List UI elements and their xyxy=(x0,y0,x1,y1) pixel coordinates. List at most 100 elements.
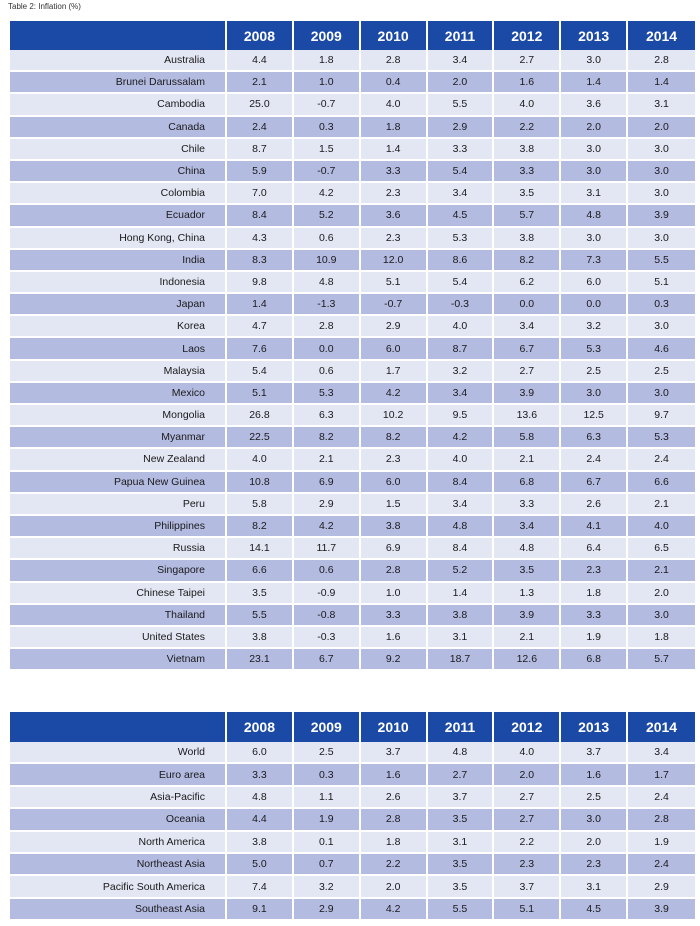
value-cell: 3.8 xyxy=(427,604,495,627)
row-label: Northeast Asia xyxy=(10,853,228,877)
row-label: Chile xyxy=(10,138,228,161)
table-row: Ecuador 8.4 5.2 3.6 4.5 5.7 4.8 3.9 xyxy=(10,205,695,228)
table-row: Japan 1.4 -1.3 -0.7 -0.3 0.0 0.0 0.3 xyxy=(10,294,695,317)
value-cell: 2.7 xyxy=(494,809,562,832)
value-cell: 26.8 xyxy=(227,405,294,428)
value-cell: 3.9 xyxy=(494,604,562,627)
value-cell: 7.0 xyxy=(227,183,294,206)
value-cell: 0.6 xyxy=(293,560,361,583)
row-label: Canada xyxy=(10,116,228,139)
value-cell: 5.4 xyxy=(427,271,495,295)
value-cell: 3.0 xyxy=(561,138,629,161)
table-row: Laos 7.6 0.0 6.0 8.7 6.7 5.3 4.6 xyxy=(10,338,695,361)
value-cell: 2.0 xyxy=(628,582,695,605)
value-cell: 3.6 xyxy=(561,94,629,117)
table-row: United States 3.8 -0.3 1.6 3.1 2.1 1.9 1.8 xyxy=(10,626,695,650)
value-cell: 2.2 xyxy=(494,831,562,854)
value-cell: 4.1 xyxy=(561,515,629,539)
value-cell: 6.0 xyxy=(227,742,294,765)
table-row: Mongolia 26.8 6.3 10.2 9.5 13.6 12.5 9.7 xyxy=(10,405,695,428)
value-cell: 3.3 xyxy=(360,604,428,627)
value-cell: 0.0 xyxy=(494,294,562,317)
value-cell: 5.8 xyxy=(227,493,294,516)
value-cell: 6.3 xyxy=(293,405,361,428)
table-row: Myanmar 22.5 8.2 8.2 4.2 5.8 6.3 5.3 xyxy=(10,427,695,450)
value-cell: 23.1 xyxy=(227,649,294,672)
value-cell: 4.2 xyxy=(293,515,361,539)
value-cell: 8.2 xyxy=(494,249,562,272)
value-cell: 3.3 xyxy=(360,160,428,184)
year-header: 2014 xyxy=(628,712,695,742)
value-cell: 2.0 xyxy=(427,72,495,95)
value-cell: 25.0 xyxy=(227,94,294,117)
row-label: Oceania xyxy=(10,809,228,832)
value-cell: -0.7 xyxy=(293,160,361,184)
row-label: North America xyxy=(10,831,228,854)
value-cell: 1.4 xyxy=(360,138,428,161)
value-cell: 5.5 xyxy=(628,249,695,272)
value-cell: 2.5 xyxy=(561,786,629,810)
value-cell: 7.4 xyxy=(227,876,294,899)
table-row: North America 3.8 0.1 1.8 3.1 2.2 2.0 1.9 xyxy=(10,831,695,854)
value-cell: 6.7 xyxy=(494,338,562,361)
value-cell: 5.2 xyxy=(293,205,361,228)
value-cell: 2.7 xyxy=(494,360,562,383)
value-cell: 4.0 xyxy=(494,742,562,765)
value-cell: 9.7 xyxy=(628,405,695,428)
value-cell: 2.3 xyxy=(561,560,629,583)
value-cell: 2.8 xyxy=(293,316,361,339)
value-cell: 5.5 xyxy=(427,94,495,117)
value-cell: 2.1 xyxy=(494,449,562,472)
row-label: New Zealand xyxy=(10,449,228,472)
value-cell: 4.2 xyxy=(360,898,428,922)
value-cell: 5.5 xyxy=(427,898,495,922)
value-cell: 1.8 xyxy=(293,50,361,73)
value-cell: 2.1 xyxy=(293,449,361,472)
value-cell: 1.7 xyxy=(360,360,428,383)
regions-body: World 6.0 2.5 3.7 4.8 4.0 3.7 3.4 Euro area 3.3 0.… xyxy=(10,742,695,922)
value-cell: 3.0 xyxy=(561,160,629,184)
value-cell: 10.2 xyxy=(360,405,428,428)
value-cell: 2.6 xyxy=(360,786,428,810)
value-cell: 1.4 xyxy=(628,72,695,95)
year-header: 2012 xyxy=(494,21,562,50)
table-row: Pacific South America 7.4 3.2 2.0 3.5 3.7 3.1 2… xyxy=(10,876,695,899)
value-cell: 1.6 xyxy=(561,764,629,787)
value-cell: -0.8 xyxy=(293,604,361,627)
value-cell: 1.6 xyxy=(360,626,428,650)
value-cell: 6.0 xyxy=(360,338,428,361)
table-row: India 8.3 10.9 12.0 8.6 8.2 7.3 5.5 xyxy=(10,249,695,272)
value-cell: 3.8 xyxy=(227,626,294,650)
value-cell: 3.0 xyxy=(628,183,695,206)
value-cell: 18.7 xyxy=(427,649,495,672)
value-cell: 3.0 xyxy=(561,382,629,405)
row-label: Australia xyxy=(10,50,228,73)
value-cell: 2.4 xyxy=(561,449,629,472)
value-cell: 3.4 xyxy=(427,183,495,206)
value-cell: 4.0 xyxy=(427,449,495,472)
value-cell: 4.8 xyxy=(427,515,495,539)
value-cell: 6.0 xyxy=(561,271,629,295)
value-cell: 2.9 xyxy=(628,876,695,899)
value-cell: 3.2 xyxy=(561,316,629,339)
value-cell: 2.3 xyxy=(561,853,629,877)
table-row: Russia 14.1 11.7 6.9 8.4 4.8 6.4 6.5 xyxy=(10,538,695,561)
row-label: India xyxy=(10,249,228,272)
table-row: Indonesia 9.8 4.8 5.1 5.4 6.2 6.0 5.1 xyxy=(10,271,695,295)
value-cell: 3.0 xyxy=(628,604,695,627)
value-cell: 3.1 xyxy=(427,831,495,854)
value-cell: 0.7 xyxy=(293,853,361,877)
value-cell: 2.1 xyxy=(628,560,695,583)
value-cell: 8.4 xyxy=(427,538,495,561)
row-label: Mongolia xyxy=(10,405,228,428)
value-cell: 1.9 xyxy=(561,626,629,650)
year-header: 2011 xyxy=(427,21,495,50)
value-cell: 1.8 xyxy=(561,582,629,605)
value-cell: 3.2 xyxy=(293,876,361,899)
value-cell: 4.8 xyxy=(494,538,562,561)
value-cell: 5.1 xyxy=(494,898,562,922)
value-cell: 12.6 xyxy=(494,649,562,672)
value-cell: 2.1 xyxy=(227,72,294,95)
value-cell: 3.5 xyxy=(427,853,495,877)
value-cell: 6.9 xyxy=(293,471,361,494)
